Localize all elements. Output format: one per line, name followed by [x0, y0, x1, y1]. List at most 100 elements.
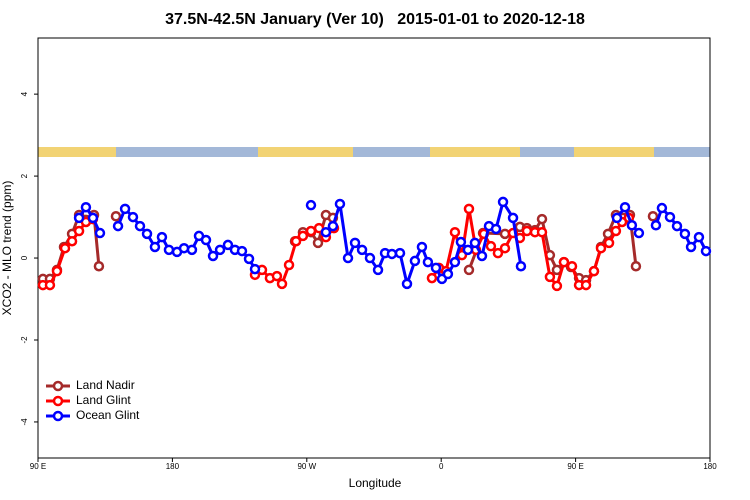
data-point [492, 247, 504, 259]
data-point [207, 250, 219, 262]
data-point [401, 278, 413, 290]
data-point [619, 201, 631, 213]
data-point [93, 260, 105, 272]
data-point [595, 242, 607, 254]
data-point [693, 231, 705, 243]
data-point [462, 244, 474, 256]
x-tick-label: 90 W [297, 462, 316, 471]
data-point [59, 242, 71, 254]
data-point [149, 241, 161, 253]
data-point [463, 264, 475, 276]
data-point [679, 228, 691, 240]
data-point [521, 225, 533, 237]
data-point [297, 230, 309, 242]
data-point [222, 239, 234, 251]
legend-label: Ocean Glint [76, 408, 140, 422]
data-point [94, 227, 106, 239]
data-point [356, 244, 368, 256]
data-point [119, 203, 131, 215]
data-point [490, 223, 502, 235]
data-point [497, 196, 509, 208]
data-point [422, 256, 434, 268]
x-tick-label: 180 [166, 462, 180, 471]
data-point [603, 237, 615, 249]
y-tick-label: 4 [20, 91, 29, 96]
data-point [214, 244, 226, 256]
data-point [630, 260, 642, 272]
map-ocean [38, 147, 710, 157]
x-axis-label: Longitude [349, 476, 402, 490]
data-point [455, 236, 467, 248]
y-tick-label: 0 [20, 255, 29, 260]
data-point [536, 226, 548, 238]
data-point [664, 211, 676, 223]
data-point [327, 220, 339, 232]
data-point [499, 242, 511, 254]
data-point [320, 226, 332, 238]
data-point [112, 220, 124, 232]
legend-swatch-marker [52, 380, 64, 392]
data-point [647, 210, 659, 222]
data-point [87, 212, 99, 224]
data-point [110, 210, 122, 222]
legend-swatch-marker [52, 395, 64, 407]
data-point [650, 220, 662, 231]
data-point [243, 253, 255, 265]
data-point [249, 263, 261, 275]
data-point [463, 203, 475, 215]
data-point [558, 256, 570, 268]
data-point [700, 245, 712, 257]
map-strip [38, 147, 710, 157]
data-point [236, 245, 248, 257]
chart-title: 37.5N-42.5N January (Ver 10) 2015-01-01 … [165, 11, 585, 28]
data-point [626, 220, 638, 231]
data-point [476, 250, 488, 262]
data-point [611, 212, 623, 224]
data-point [73, 212, 85, 224]
legend-label: Land Nadir [76, 378, 135, 392]
data-point [283, 259, 295, 271]
series [73, 196, 712, 290]
data-point [372, 264, 384, 276]
data-point [276, 278, 288, 290]
data-point [80, 201, 92, 213]
data-point [633, 227, 645, 239]
y-tick-label: 2 [20, 173, 29, 178]
data-point [127, 211, 139, 223]
data-point [551, 280, 563, 292]
data-point [416, 241, 428, 253]
data-point [271, 270, 283, 282]
data-point [394, 247, 406, 259]
legend-swatch-marker [52, 410, 64, 422]
data-point [134, 220, 146, 232]
data-point [656, 202, 668, 214]
data-point [469, 237, 481, 249]
data-point [342, 252, 354, 264]
data-point [305, 225, 317, 237]
data-point [515, 260, 527, 272]
x-tick-label: 0 [439, 462, 444, 471]
data-point [51, 265, 63, 277]
data-point [200, 234, 212, 246]
data-point [44, 279, 56, 291]
data-point [409, 255, 421, 267]
data-point [386, 248, 398, 260]
data-point [312, 237, 324, 249]
data-point [485, 240, 497, 252]
data-point [536, 213, 548, 225]
data-point [66, 235, 78, 247]
map-land [574, 147, 654, 157]
data-point [580, 279, 592, 291]
y-tick-label: -2 [20, 336, 29, 344]
data-point [685, 241, 697, 253]
data-point [507, 212, 519, 224]
data-point [426, 272, 438, 284]
x-tick-label: 90 E [567, 462, 583, 471]
map-land [430, 147, 520, 157]
x-tick-label: 180 [703, 462, 717, 471]
data-point [544, 271, 556, 283]
data-point [364, 252, 376, 264]
data-point [442, 268, 454, 280]
